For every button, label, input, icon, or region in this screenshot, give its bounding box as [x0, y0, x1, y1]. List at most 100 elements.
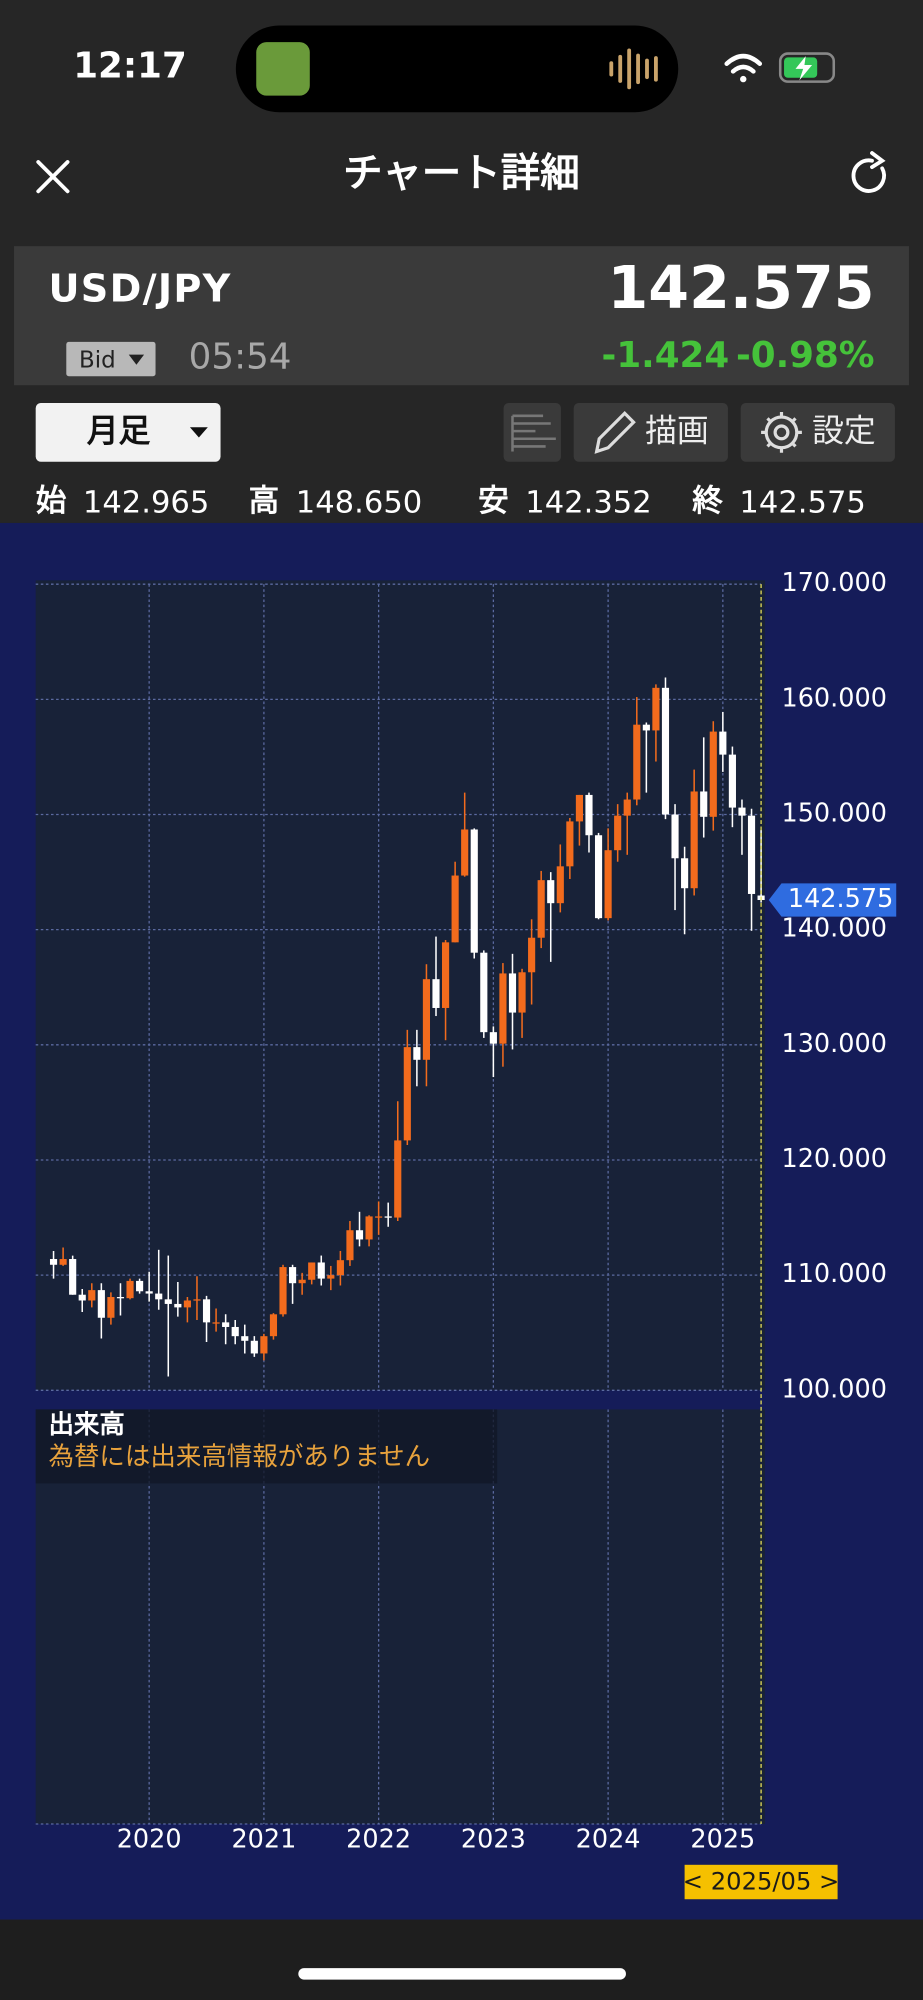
candle-body — [709, 731, 717, 817]
volume-title: 出来高 — [48, 1410, 124, 1440]
candle-body — [403, 1047, 411, 1141]
y-tick-label: 100.000 — [781, 1374, 886, 1404]
refresh-button[interactable] — [851, 151, 886, 193]
candle-body — [738, 807, 746, 816]
candle-body — [231, 1326, 239, 1337]
ohlc-value: 142.965 — [83, 485, 209, 520]
candle-body — [116, 1297, 125, 1299]
side-selector[interactable] — [66, 341, 156, 377]
x-tick-label: 2023 — [461, 1825, 526, 1855]
candle-body — [633, 724, 641, 800]
candle-body — [126, 1280, 134, 1299]
bottom-bar — [0, 1919, 923, 2000]
candle-body — [145, 1291, 153, 1294]
candle-body — [690, 791, 698, 889]
candle-body — [422, 979, 431, 1060]
candle-body — [728, 754, 736, 808]
candle-body — [642, 724, 650, 731]
dynamic-island — [235, 25, 679, 113]
candle-body — [719, 731, 727, 755]
candle-body — [164, 1299, 172, 1304]
period-label: 月足 — [87, 411, 151, 449]
last-price-label: 142.575 — [788, 884, 893, 914]
draw-button[interactable] — [573, 403, 728, 462]
candle-body — [384, 1216, 392, 1218]
draw-label: 描画 — [645, 411, 709, 449]
y-tick-label: 120.000 — [781, 1144, 886, 1174]
candle-body — [661, 687, 670, 815]
candle-body — [623, 799, 631, 816]
candle-body — [566, 821, 574, 867]
candle-body — [346, 1230, 354, 1261]
change-percent: -0.98% — [736, 335, 875, 376]
cursor-tag — [684, 1864, 838, 1900]
audio-bars — [609, 48, 658, 90]
y-tick-label: 110.000 — [781, 1259, 886, 1289]
candles — [49, 677, 765, 1377]
candle-body — [747, 815, 756, 894]
candle-body — [155, 1293, 163, 1300]
candle-body — [432, 979, 440, 1008]
x-tick-label: 2021 — [231, 1825, 296, 1855]
candle-body — [671, 814, 679, 859]
candle-body — [269, 1314, 278, 1337]
candle-body — [279, 1267, 287, 1315]
settings-label: 設定 — [812, 411, 876, 449]
ohlc-value: 142.575 — [739, 485, 865, 520]
x-tick-label: 2020 — [117, 1825, 182, 1855]
candle-body — [250, 1340, 258, 1354]
candle-body — [183, 1300, 191, 1308]
x-tick-label: 2022 — [346, 1825, 411, 1855]
candle-body — [470, 829, 478, 953]
candle-body — [652, 687, 660, 731]
pencil-icon — [594, 411, 636, 454]
candle-body — [174, 1303, 182, 1308]
home-indicator — [298, 1968, 626, 1980]
candle-body — [222, 1322, 230, 1327]
candle-body — [298, 1279, 306, 1284]
candle-body — [260, 1336, 268, 1354]
gear-icon — [761, 411, 802, 453]
island-artwork — [256, 42, 310, 96]
candle-body — [336, 1260, 344, 1276]
candle-body — [585, 794, 593, 836]
list-icon — [511, 414, 556, 452]
x-tick-label: 2025 — [690, 1825, 755, 1855]
candle-body — [241, 1336, 249, 1341]
candle-body — [69, 1259, 77, 1295]
candle-body — [212, 1322, 220, 1324]
candle-body — [451, 875, 459, 943]
symbol: USD/JPY — [48, 266, 231, 311]
candle-body — [49, 1259, 58, 1265]
candle-body — [107, 1297, 115, 1318]
period-selector[interactable] — [35, 403, 221, 462]
candle-body — [604, 850, 612, 919]
candle-body — [97, 1290, 105, 1318]
candle-body — [308, 1262, 316, 1280]
period-caret — [189, 427, 208, 438]
y-tick-label: 160.000 — [781, 683, 886, 713]
candle-body — [461, 829, 469, 876]
wifi-icon — [724, 53, 763, 83]
ohlc-label: 高 — [249, 484, 280, 519]
candle-body — [528, 937, 536, 973]
candle-body — [193, 1299, 201, 1301]
y-tick-label: 150.000 — [781, 799, 886, 829]
candle-body — [594, 835, 603, 919]
price: 142.575 — [608, 254, 875, 322]
ohlc-value: 148.650 — [296, 485, 422, 520]
candle-body — [499, 973, 507, 1044]
candle-body — [413, 1047, 421, 1060]
close-button[interactable] — [36, 160, 70, 194]
candle-body — [575, 794, 583, 822]
ohlc-label: 終 — [692, 484, 723, 519]
candle-body — [355, 1230, 364, 1240]
candle-body — [59, 1259, 67, 1265]
candle-body — [547, 880, 555, 904]
plot: 100.000 110.000 120.000 130.000 140.000 150.0… — [35, 568, 897, 1900]
candle-body — [317, 1262, 325, 1279]
volume-note-box — [35, 1409, 498, 1484]
candle-body — [365, 1216, 373, 1240]
candle-body — [480, 952, 488, 1033]
